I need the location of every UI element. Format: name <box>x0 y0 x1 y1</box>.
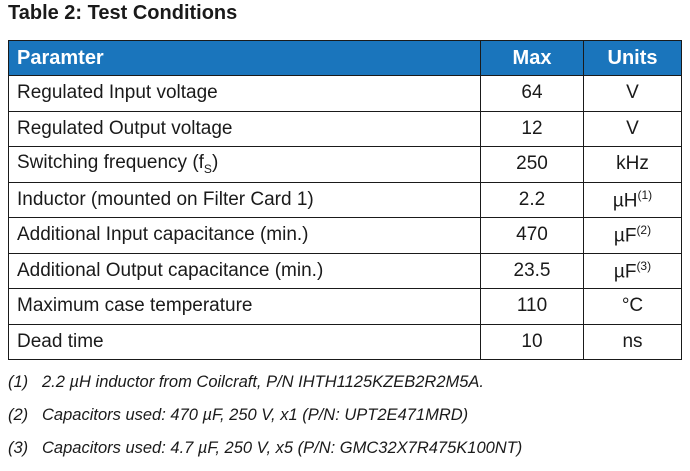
unit-text: V <box>626 82 639 104</box>
table-row: Additional Input capacitance (min.) 470 … <box>8 217 682 254</box>
parameter-text: Additional Input capacitance (min.) <box>17 224 309 246</box>
table-row: Regulated Output voltage 12 V <box>8 110 682 147</box>
max-cell: 470 <box>480 217 584 254</box>
parameter-cell: Regulated Input voltage <box>8 75 481 112</box>
parameter-cell: Inductor (mounted on Filter Card 1) <box>8 181 481 218</box>
test-conditions-table: Paramter Max Units Regulated Input volta… <box>8 40 682 360</box>
max-cell: 2.2 <box>480 181 584 218</box>
footnote-number: (3) <box>8 439 29 457</box>
table-title: Table 2: Test Conditions <box>8 2 238 24</box>
parameter-cell: Additional Input capacitance (min.) <box>8 217 481 254</box>
max-cell: 64 <box>480 75 584 112</box>
header-parameter: Paramter <box>8 40 481 76</box>
footnote-ref: (2) <box>636 223 652 238</box>
footnote-ref: (1) <box>637 187 653 202</box>
parameter-cell: Switching frequency (fS) <box>8 146 481 183</box>
table-row: Regulated Input voltage 64 V <box>8 75 682 112</box>
footnote-text: Capacitors used: 4.7 µF, 250 V, x5 (P/N:… <box>42 439 523 457</box>
parameter-text: Regulated Output voltage <box>17 117 233 139</box>
unit-cell: µF(2) <box>583 217 682 254</box>
unit-text: µF <box>613 225 637 247</box>
footnote: (1) 2.2 µH inductor from Coilcraft, P/N I… <box>8 373 484 392</box>
footnote: (2) Capacitors used: 470 µF, 250 V, x1 (P… <box>8 406 468 425</box>
unit-text: V <box>626 117 639 139</box>
footnote-number: (2) <box>8 406 29 424</box>
parameter-text: Additional Output capacitance (min.) <box>17 259 324 281</box>
footnote-text: 2.2 µH inductor from Coilcraft, P/N IHTH… <box>42 373 485 391</box>
parameter-cell: Maximum case temperature <box>8 288 481 325</box>
table-row: Inductor (mounted on Filter Card 1) 2.2 … <box>8 181 682 218</box>
parameter-text: Dead time <box>17 330 104 352</box>
footnote-number: (1) <box>8 373 29 391</box>
header-units: Units <box>583 40 682 76</box>
footnote-text: Capacitors used: 470 µF, 250 V, x1 (P/N:… <box>42 406 469 424</box>
unit-cell: V <box>583 75 682 112</box>
table-row: Maximum case temperature 110 °C <box>8 288 682 325</box>
parameter-text: Maximum case temperature <box>17 295 253 317</box>
unit-cell: °C <box>583 288 682 325</box>
parameter-text: Switching frequency (f <box>17 152 204 174</box>
unit-text: ns <box>622 330 643 352</box>
unit-cell: µH(1) <box>583 181 682 218</box>
table-row: Switching frequency (fS) 250 kHz <box>8 146 682 183</box>
max-cell: 250 <box>480 146 584 183</box>
unit-text: °C <box>621 295 644 317</box>
footnote: (3) Capacitors used: 4.7 µF, 250 V, x5 (P… <box>8 439 522 458</box>
unit-cell: ns <box>583 323 682 360</box>
parameter-text: Regulated Input voltage <box>17 82 218 104</box>
parameter-text: Inductor (mounted on Filter Card 1) <box>17 188 314 210</box>
footnote-ref: (3) <box>636 258 652 273</box>
parameter-cell: Additional Output capacitance (min.) <box>8 252 481 289</box>
parameter-subscript: S <box>203 162 212 177</box>
max-cell: 110 <box>480 288 584 325</box>
unit-text: kHz <box>616 153 649 175</box>
parameter-cell: Dead time <box>8 323 481 360</box>
unit-cell: µF(3) <box>583 252 682 289</box>
max-cell: 23.5 <box>480 252 584 289</box>
parameter-text-after: ) <box>211 152 219 174</box>
unit-text: µH <box>612 189 638 211</box>
table-row: Dead time 10 ns <box>8 323 682 360</box>
max-cell: 12 <box>480 110 584 147</box>
header-max: Max <box>480 40 584 76</box>
table-row: Additional Output capacitance (min.) 23.… <box>8 252 682 289</box>
table-header-row: Paramter Max Units <box>8 40 682 76</box>
unit-text: µF <box>613 260 637 282</box>
parameter-cell: Regulated Output voltage <box>8 110 481 147</box>
max-cell: 10 <box>480 323 584 360</box>
unit-cell: V <box>583 110 682 147</box>
unit-cell: kHz <box>583 146 682 183</box>
